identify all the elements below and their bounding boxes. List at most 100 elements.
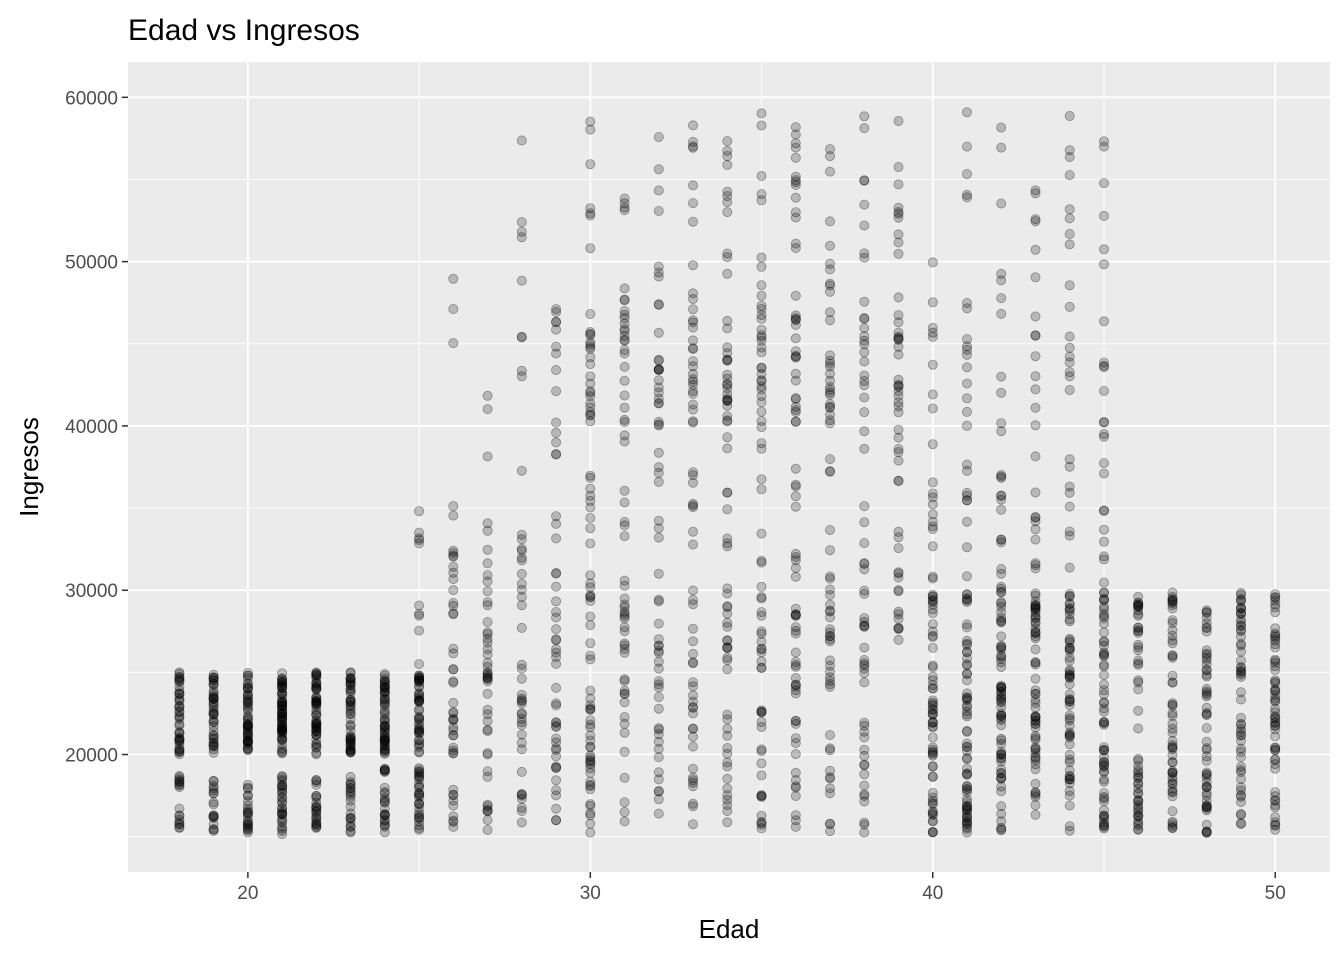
- data-point: [174, 711, 185, 722]
- data-point: [277, 725, 288, 736]
- data-point: [722, 541, 733, 552]
- data-point: [1064, 170, 1075, 181]
- data-point: [585, 763, 596, 774]
- data-point: [859, 175, 870, 186]
- data-point: [311, 683, 322, 694]
- data-point: [1099, 357, 1110, 368]
- data-point: [927, 795, 938, 806]
- data-point: [756, 384, 767, 395]
- data-point: [551, 449, 562, 460]
- data-point: [790, 350, 801, 361]
- data-point: [927, 827, 938, 838]
- data-point: [242, 790, 253, 801]
- data-point: [996, 142, 1007, 153]
- data-point: [174, 734, 185, 745]
- data-point: [722, 773, 733, 784]
- data-point: [585, 730, 596, 741]
- data-point: [345, 742, 356, 753]
- y-tick-label: 20000: [65, 746, 118, 767]
- data-point: [756, 791, 767, 802]
- data-point: [345, 676, 356, 687]
- data-point: [482, 766, 493, 777]
- data-point: [379, 686, 390, 697]
- data-point: [277, 688, 288, 699]
- data-point: [756, 195, 767, 206]
- data-point: [448, 817, 459, 828]
- data-point: [653, 185, 664, 196]
- data-point: [790, 610, 801, 621]
- data-point: [996, 490, 1007, 501]
- data-point: [516, 552, 527, 563]
- data-point: [1201, 826, 1212, 837]
- data-point: [208, 693, 219, 704]
- data-point: [277, 681, 288, 692]
- data-point: [208, 721, 219, 732]
- data-point: [790, 238, 801, 249]
- data-point: [414, 747, 425, 758]
- data-point: [619, 727, 630, 738]
- data-point: [174, 814, 185, 825]
- data-point: [242, 700, 253, 711]
- data-point: [277, 733, 288, 744]
- data-point: [242, 739, 253, 750]
- data-point: [722, 806, 733, 817]
- data-point: [722, 608, 733, 619]
- data-point: [893, 585, 904, 596]
- data-point: [551, 733, 562, 744]
- data-point: [208, 726, 219, 737]
- data-point: [551, 720, 562, 731]
- data-point: [1133, 765, 1144, 776]
- data-point: [1064, 384, 1075, 395]
- data-point: [756, 252, 767, 263]
- data-point: [277, 771, 288, 782]
- data-point: [790, 351, 801, 362]
- data-point: [277, 815, 288, 826]
- data-point: [379, 797, 390, 808]
- data-point: [585, 409, 596, 420]
- data-point: [893, 443, 904, 454]
- data-point: [345, 821, 356, 832]
- data-point: [482, 627, 493, 638]
- data-point: [790, 404, 801, 415]
- data-point: [379, 764, 390, 775]
- data-point: [653, 364, 664, 375]
- data-point: [619, 772, 630, 783]
- data-point: [482, 617, 493, 628]
- data-point: [414, 789, 425, 800]
- data-point: [174, 744, 185, 755]
- data-point: [790, 312, 801, 323]
- data-point: [722, 186, 733, 197]
- data-point: [208, 692, 219, 703]
- data-point: [482, 644, 493, 655]
- data-point: [653, 205, 664, 216]
- data-point: [756, 528, 767, 539]
- data-point: [996, 694, 1007, 705]
- data-point: [722, 383, 733, 394]
- data-point: [345, 700, 356, 711]
- data-point: [551, 324, 562, 335]
- data-point: [516, 232, 527, 243]
- data-point: [345, 696, 356, 707]
- data-point: [277, 699, 288, 710]
- data-point: [790, 192, 801, 203]
- data-point: [1133, 639, 1144, 650]
- data-point: [208, 690, 219, 701]
- data-point: [688, 801, 699, 812]
- data-point: [379, 674, 390, 685]
- data-point: [1064, 821, 1075, 832]
- data-point: [619, 593, 630, 604]
- data-point: [551, 364, 562, 375]
- data-point: [653, 476, 664, 487]
- data-point: [448, 722, 459, 733]
- data-point: [790, 175, 801, 186]
- data-point: [619, 198, 630, 209]
- data-point: [1167, 787, 1178, 798]
- data-point: [448, 548, 459, 559]
- data-point: [277, 787, 288, 798]
- data-point: [414, 727, 425, 738]
- data-point: [722, 400, 733, 411]
- data-point: [414, 767, 425, 778]
- major-gridlines: [128, 62, 1330, 872]
- data-point: [722, 723, 733, 734]
- data-point: [996, 534, 1007, 545]
